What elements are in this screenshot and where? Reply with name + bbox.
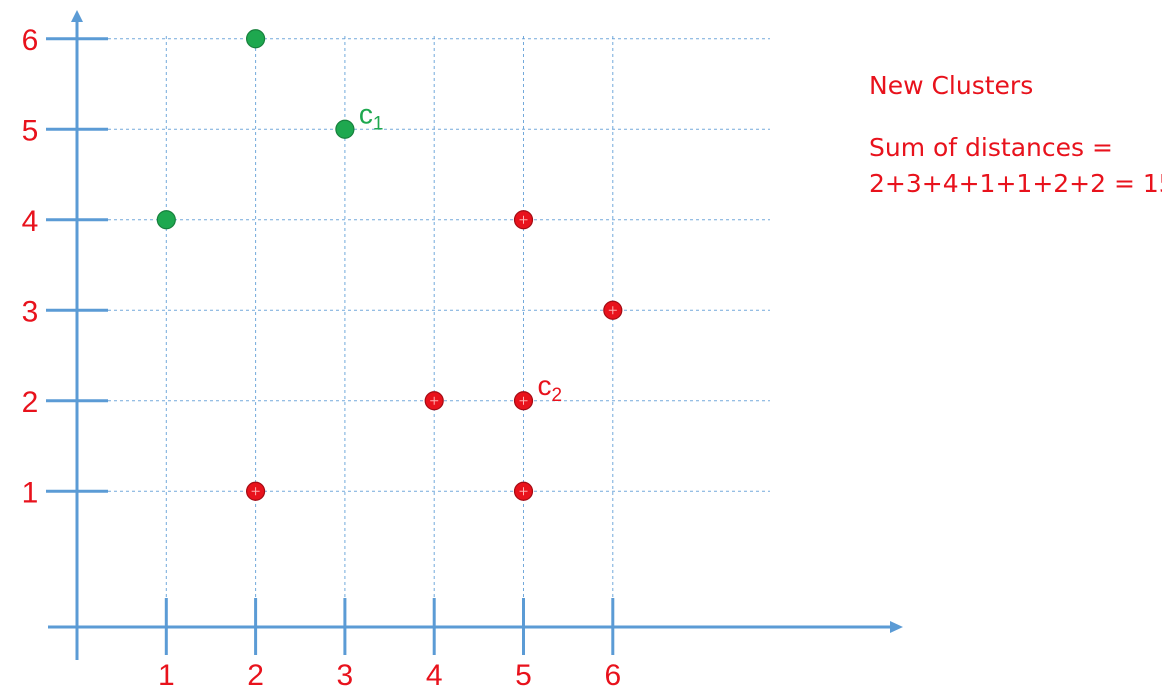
x-tick-label: 1 [158,659,175,692]
centroid-label: c1 [359,98,384,134]
x-tick-label: 4 [426,659,443,692]
y-tick-label: 4 [22,205,39,238]
x-axis-arrow [890,621,903,633]
cluster-summary: New Clusters Sum of distances = 2+3+4+1+… [869,68,1162,202]
x-tick-label: 3 [337,659,354,692]
data-point [335,119,355,139]
x-tick-label: 5 [515,659,532,692]
y-tick-label: 2 [22,386,39,419]
y-tick-label: 5 [22,114,39,147]
x-tick-label: 6 [604,659,621,692]
summary-sum-value: 2+3+4+1+1+2+2 = 15 [869,169,1162,198]
summary-sum-label: Sum of distances = [869,133,1113,162]
centroid-label: c2 [538,370,563,406]
data-point [156,210,176,230]
x-tick-label: 2 [247,659,264,692]
y-tick-label: 1 [22,476,39,509]
y-tick-label: 3 [22,295,39,328]
y-tick-label: 6 [22,24,39,57]
y-axis-arrow [71,10,83,22]
summary-title: New Clusters [869,71,1034,100]
data-point [246,29,266,49]
